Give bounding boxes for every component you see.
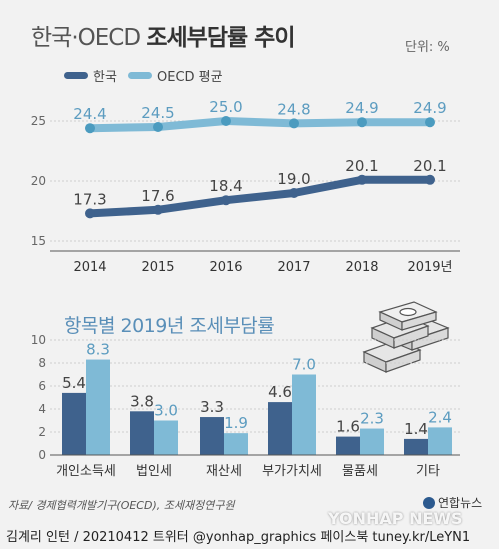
bar-oecd <box>360 428 384 455</box>
logo-text: 연합뉴스 <box>438 496 483 510</box>
line-label-oecd: 24.5 <box>141 104 174 122</box>
line-point-korea <box>85 208 95 219</box>
bar-category-label: 법인세 <box>136 464 172 479</box>
line-label-korea: 20.1 <box>413 157 446 175</box>
bar-korea <box>404 438 428 455</box>
line-label-oecd: 24.9 <box>345 99 378 117</box>
logo-mark-icon <box>423 496 435 509</box>
line-label-oecd: 24.9 <box>413 99 446 117</box>
legend-oecd-swatch <box>128 72 152 79</box>
line-label-korea: 19.0 <box>277 170 310 188</box>
watermark: YONHAP NEWS <box>328 509 463 528</box>
bar-y-tick: 0 <box>38 448 46 462</box>
bar-korea <box>62 392 86 455</box>
bar-label-korea: 1.6 <box>336 418 360 436</box>
line-label-oecd: 24.4 <box>73 105 106 123</box>
bar-label-korea: 1.4 <box>404 420 428 438</box>
bar-category-label: 부가가치세 <box>262 464 322 479</box>
line-x-tick: 2018 <box>345 260 378 275</box>
bar-oecd <box>86 359 110 455</box>
line-point-korea <box>221 195 231 206</box>
bar-label-oecd: 1.9 <box>224 414 248 432</box>
credit-footer: 김계리 인턴 / 20210412 트위터 @yonhap_graphics 페… <box>6 530 471 545</box>
bar-y-tick: 8 <box>38 356 46 370</box>
bar-label-korea: 5.4 <box>62 374 86 392</box>
bar-category-label: 개인소득세 <box>56 464 116 479</box>
bar-oecd <box>154 420 178 455</box>
line-point-korea <box>425 174 435 185</box>
bar-label-oecd: 7.0 <box>292 356 316 374</box>
line-point-oecd <box>85 123 95 134</box>
line-chart: 15 20 25 2014 2015 2016 2017 2018 2019년 17.3 17.6 1… <box>31 98 460 275</box>
bar-label-oecd: 2.3 <box>360 410 384 428</box>
bar-label-oecd: 8.3 <box>86 341 110 359</box>
line-series-korea <box>86 175 434 218</box>
bar-label-korea: 3.8 <box>130 392 154 410</box>
bar-oecd <box>224 433 248 455</box>
line-y-tick: 25 <box>31 114 46 128</box>
bar-oecd <box>428 427 452 455</box>
line-point-korea <box>357 174 367 185</box>
title-bold: 조세부담률 추이 <box>146 25 295 51</box>
bar-korea <box>200 417 224 455</box>
line-point-oecd <box>289 118 299 129</box>
bar-label-oecd: 3.0 <box>154 402 178 420</box>
line-point-oecd <box>153 122 163 132</box>
legend-korea: 한국 <box>64 66 117 85</box>
bar-y-tick: 2 <box>38 425 46 439</box>
line-y-tick: 20 <box>31 174 46 188</box>
line-point-korea <box>153 204 163 215</box>
unit-label: 단위: % <box>405 40 450 55</box>
bar-oecd <box>292 374 316 455</box>
legend-korea-label: 한국 <box>93 70 117 85</box>
page-title: 한국·OECD 조세부담률 추이 <box>31 18 296 52</box>
line-point-korea <box>289 188 299 198</box>
bar-korea <box>336 436 360 455</box>
legend-korea-swatch <box>64 72 88 79</box>
legend-oecd: OECD 평균 <box>128 66 223 85</box>
line-x-tick: 2016 <box>209 260 242 275</box>
bar-label-korea: 4.6 <box>268 383 292 401</box>
line-point-oecd <box>221 116 231 126</box>
bar-category-label: 기타 <box>416 464 440 479</box>
bar-label-korea: 3.3 <box>200 398 224 416</box>
line-label-oecd: 24.8 <box>277 100 310 118</box>
line-label-korea: 20.1 <box>345 157 378 175</box>
line-x-tick: 2017 <box>277 260 310 275</box>
legend-oecd-label: OECD 평균 <box>157 70 223 85</box>
bar-label-oecd: 2.4 <box>428 408 452 426</box>
bar-category-label: 물품세 <box>342 464 378 479</box>
bar-y-tick: 10 <box>31 333 46 347</box>
bar-korea <box>130 411 154 455</box>
line-label-oecd: 25.0 <box>209 98 242 116</box>
bar-chart-title: 항목별 2019년 조세부담률 <box>64 315 275 337</box>
line-x-tick: 2015 <box>141 260 174 275</box>
bar-chart: 0 2 4 6 8 10 5.48.3 개인소득세 3.83.0 법인세 3.31.9 재산세 4.67… <box>31 333 460 479</box>
line-x-tick: 2014 <box>73 260 106 275</box>
line-point-oecd <box>425 117 435 128</box>
line-label-korea: 17.6 <box>141 187 174 205</box>
bar-y-tick: 6 <box>38 379 46 393</box>
line-series-oecd <box>86 117 434 133</box>
yonhap-logo: 연합뉴스 <box>423 494 482 511</box>
line-label-korea: 18.4 <box>209 177 242 195</box>
bar-category-label: 재산세 <box>206 464 242 479</box>
money-stack-icon <box>362 301 450 373</box>
title-light: 한국·OECD <box>31 25 141 51</box>
line-point-oecd <box>357 117 367 128</box>
source-note: 자료/ 경제협력개발기구(OECD), 조세재정연구원 <box>8 499 235 512</box>
bar-korea <box>268 402 292 455</box>
line-x-tick: 2019년 <box>407 260 452 275</box>
line-label-korea: 17.3 <box>73 190 106 208</box>
line-y-tick: 15 <box>31 234 46 248</box>
bar-y-tick: 4 <box>38 402 46 416</box>
